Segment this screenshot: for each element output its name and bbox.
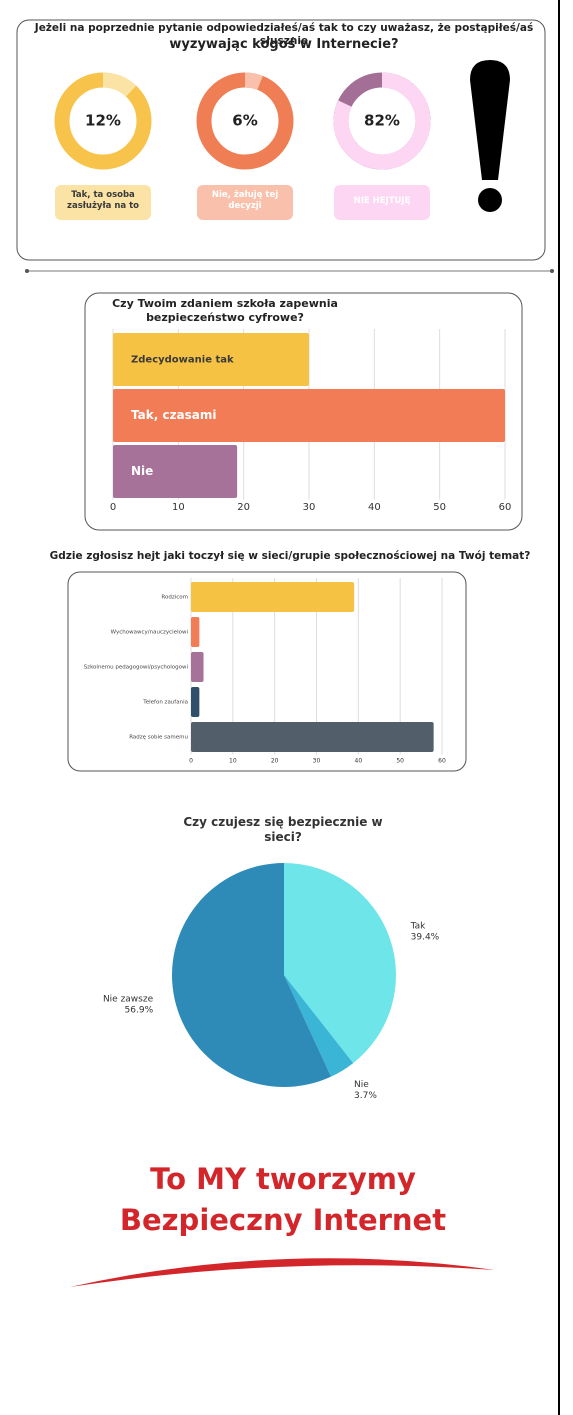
category-label: Tak, ta osoba zasłużyła na to [67, 190, 139, 211]
bar [113, 389, 505, 442]
bar [191, 722, 434, 752]
x-tick-label: 10 [172, 502, 185, 513]
pill [197, 185, 293, 220]
chart-title: Czy Twoim zdaniem szkoła zapewnia bezpie… [112, 297, 338, 324]
bar [191, 687, 200, 717]
bar [191, 582, 355, 612]
panel [16, 19, 546, 261]
donut-label: 6% [232, 112, 257, 130]
chart-title: Gdzie zgłosisz hejt jaki toczył się w si… [49, 550, 531, 562]
chart-title: Jeżeli na poprzednie pytanie odpowiedzia… [34, 22, 534, 48]
x-tick-label: 20 [237, 502, 250, 513]
category-label: Nie, żałuję tej decyzji [211, 190, 279, 211]
category-label: Radzę sobie samemu [129, 735, 188, 741]
category-label: NIE HEJTUJĘ [353, 196, 411, 206]
category-label: Wychowawcy/nauczycielowi [111, 630, 189, 636]
x-tick-label: 30 [313, 758, 321, 765]
bar [113, 445, 238, 498]
donut-label: 12% [85, 112, 121, 130]
pie-slice [284, 975, 354, 1077]
panel [84, 292, 523, 531]
donut-segment [102, 72, 137, 97]
category-label: Nie [131, 464, 153, 478]
exclamation-icon [470, 60, 510, 212]
donut-segment [244, 72, 263, 90]
category-label: Szkolnemu pedagogowi/psychologowi [84, 665, 189, 671]
donut-label: 82% [364, 112, 400, 130]
x-tick-label: 30 [303, 502, 316, 513]
bar [191, 617, 200, 647]
pill [55, 185, 151, 220]
x-tick-label: 60 [438, 758, 446, 765]
x-tick-label: 0 [110, 502, 116, 513]
slice-label: Nie zawsze [103, 994, 154, 1004]
category-label: Tak, czasami [131, 408, 217, 422]
pie-slice [172, 863, 332, 1087]
bar [113, 333, 309, 386]
x-tick-label: 50 [396, 758, 404, 765]
x-tick-label: 10 [229, 758, 237, 765]
pie-slice [284, 863, 397, 1064]
slice-label: Tak [410, 922, 427, 932]
panel [67, 571, 467, 772]
swoosh [70, 1258, 495, 1287]
slice-label: Nie [354, 1080, 369, 1090]
slice-value: 56.9% [125, 1005, 154, 1015]
chart-subtitle: wyzywając kogoś w Internecie? [169, 37, 399, 52]
x-tick-label: 20 [271, 758, 279, 765]
slice-value: 3.7% [354, 1091, 377, 1101]
pill [334, 185, 430, 220]
x-tick-label: 40 [368, 502, 381, 513]
category-label: Zdecydowanie tak [131, 355, 234, 366]
slice-value: 39.4% [411, 933, 440, 943]
x-tick-label: 40 [355, 758, 363, 765]
footer-line: To MY tworzymy [150, 1162, 416, 1196]
x-tick-label: 0 [189, 758, 193, 765]
bar [191, 652, 204, 682]
donut-segment [333, 72, 431, 170]
category-label: Telefon zaufania [142, 700, 188, 706]
footer-line: Bezpieczny Internet [120, 1203, 446, 1237]
category-label: Rodzicom [161, 595, 188, 601]
divider-dot [550, 269, 554, 273]
chart-title: Czy czujesz się bezpiecznie w sieci? [183, 815, 383, 844]
divider-dot [25, 269, 29, 273]
x-tick-label: 60 [499, 502, 512, 513]
x-tick-label: 50 [433, 502, 446, 513]
